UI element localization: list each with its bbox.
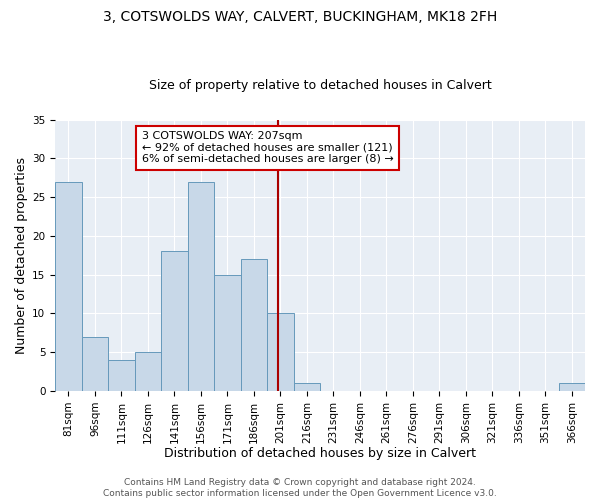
Bar <box>55 182 82 391</box>
Bar <box>214 274 241 391</box>
Bar <box>293 383 320 391</box>
Text: 3, COTSWOLDS WAY, CALVERT, BUCKINGHAM, MK18 2FH: 3, COTSWOLDS WAY, CALVERT, BUCKINGHAM, M… <box>103 10 497 24</box>
Bar <box>559 383 585 391</box>
Bar <box>161 252 188 391</box>
Bar <box>188 182 214 391</box>
Bar <box>108 360 134 391</box>
X-axis label: Distribution of detached houses by size in Calvert: Distribution of detached houses by size … <box>164 447 476 460</box>
Bar <box>82 336 108 391</box>
Bar <box>241 259 267 391</box>
Text: Contains HM Land Registry data © Crown copyright and database right 2024.
Contai: Contains HM Land Registry data © Crown c… <box>103 478 497 498</box>
Y-axis label: Number of detached properties: Number of detached properties <box>15 157 28 354</box>
Text: 3 COTSWOLDS WAY: 207sqm
← 92% of detached houses are smaller (121)
6% of semi-de: 3 COTSWOLDS WAY: 207sqm ← 92% of detache… <box>142 131 394 164</box>
Bar <box>267 314 293 391</box>
Bar <box>134 352 161 391</box>
Title: Size of property relative to detached houses in Calvert: Size of property relative to detached ho… <box>149 79 491 92</box>
